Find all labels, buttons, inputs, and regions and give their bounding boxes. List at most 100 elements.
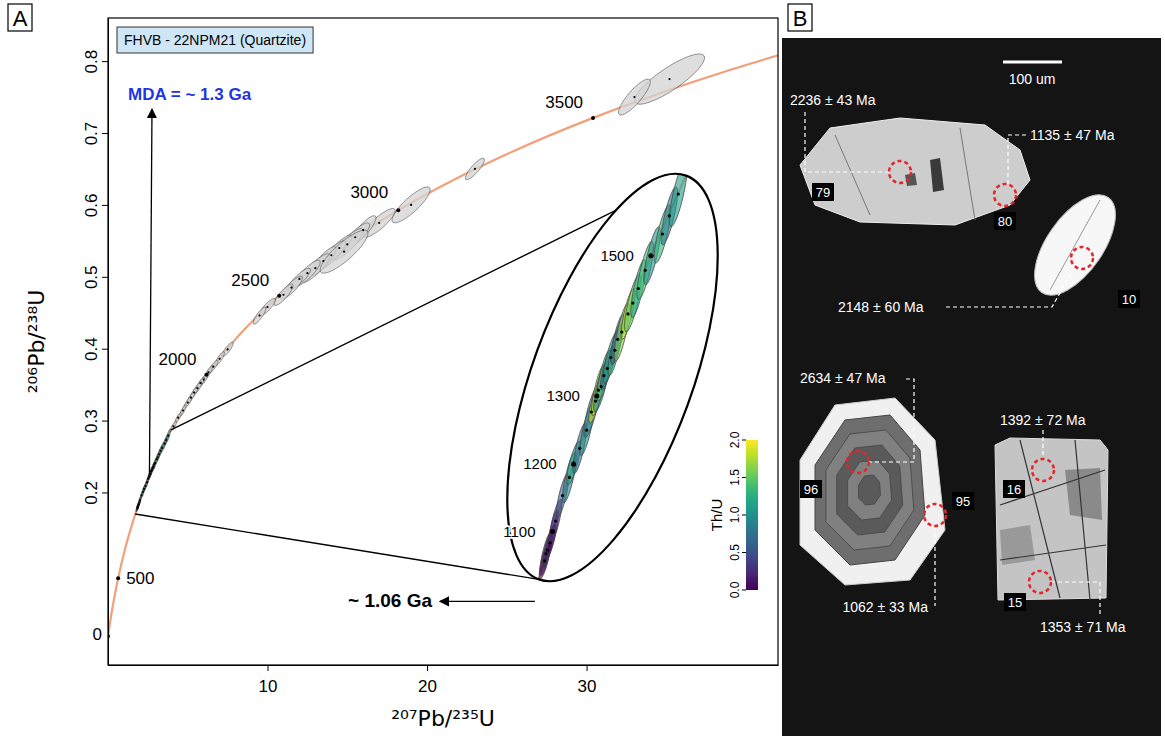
spot-number-box xyxy=(812,183,834,201)
concordia-age-mark xyxy=(277,294,281,298)
spot-number-box xyxy=(800,480,822,498)
inset-age-label: 1200 xyxy=(523,455,556,472)
y-tick-mark xyxy=(102,277,108,278)
spot-number: 95 xyxy=(956,494,970,509)
point-center xyxy=(219,358,221,360)
point-center xyxy=(354,236,356,238)
error-ellipse xyxy=(137,501,141,509)
leader-line xyxy=(946,268,1074,307)
spot-number-box xyxy=(1003,480,1025,498)
concordia-age-label: 500 xyxy=(126,569,154,588)
error-ellipse xyxy=(570,422,589,475)
point-center xyxy=(165,439,167,441)
error-ellipse xyxy=(740,0,786,60)
grain-zoning xyxy=(826,430,914,550)
colorbar-tick-label: 1.5 xyxy=(728,469,742,486)
grain-zoning xyxy=(848,460,892,520)
error-ellipse xyxy=(723,35,760,98)
point-center xyxy=(594,400,597,403)
point-center xyxy=(146,481,148,483)
point-center xyxy=(775,0,778,3)
point-center xyxy=(343,251,345,253)
error-ellipse xyxy=(186,391,196,404)
concordia-age-mark xyxy=(204,373,208,377)
error-ellipse xyxy=(703,75,740,131)
point-center xyxy=(196,387,198,389)
plot-frame xyxy=(108,18,778,665)
spot-age: 1392 ± 72 Ma xyxy=(1000,412,1086,428)
error-ellipse xyxy=(165,429,171,443)
zircon-grain xyxy=(800,398,945,585)
spot-number-box xyxy=(952,492,974,510)
y-tick-mark xyxy=(102,421,108,422)
point-center xyxy=(158,453,160,455)
point-center xyxy=(143,488,145,490)
panel-b: B100 um792236 ± 43 Ma801135 ± 47 Ma10214… xyxy=(782,4,1161,736)
inset-background xyxy=(464,148,762,607)
point-center xyxy=(561,494,564,497)
error-ellipse xyxy=(189,386,199,399)
x-tick-mark xyxy=(427,665,428,671)
point-center xyxy=(182,409,184,411)
point-center xyxy=(677,192,680,195)
error-ellipse xyxy=(591,360,612,413)
x-tick: 20 xyxy=(418,665,437,696)
panel-letter-text: A xyxy=(13,6,28,31)
point-center xyxy=(154,462,156,464)
panel-letter-box xyxy=(788,4,812,31)
point-center xyxy=(613,349,616,352)
point-center xyxy=(719,102,722,105)
point-center xyxy=(661,232,664,235)
error-ellipse xyxy=(153,457,158,469)
point-center xyxy=(212,366,214,368)
error-ellipse xyxy=(251,306,267,326)
plot-area xyxy=(108,18,778,638)
point-center xyxy=(633,96,635,98)
colorbar-tick xyxy=(742,440,746,441)
annotation: MDA = ~ 1.3 Ga xyxy=(128,85,252,104)
grain-core xyxy=(815,415,925,565)
point-center xyxy=(699,145,702,148)
analysis-spot xyxy=(1029,571,1051,593)
inset-age-mark xyxy=(550,529,555,534)
point-center xyxy=(138,501,140,503)
point-center xyxy=(338,247,340,249)
point-center xyxy=(600,385,603,388)
error-ellipse xyxy=(629,46,711,111)
panel-letter: A xyxy=(8,4,32,31)
point-center xyxy=(156,458,158,460)
grain-zoning xyxy=(837,445,903,535)
point-center xyxy=(187,402,189,404)
spot-age: 2236 ± 43 Ma xyxy=(790,92,876,108)
point-center xyxy=(474,168,476,170)
inset-plot-area xyxy=(418,0,1165,740)
scale-bar xyxy=(1003,61,1062,64)
y-tick-label: 0.4 xyxy=(82,337,101,361)
error-ellipse xyxy=(463,156,487,182)
y-tick: 0.7 xyxy=(82,122,108,146)
colorbar-tick xyxy=(742,515,746,516)
inset-age-mark xyxy=(594,394,599,399)
panel-letter-box xyxy=(8,4,32,31)
point-center xyxy=(330,254,332,256)
chart-title: FHVB - 22NPM21 (Quartzite) xyxy=(124,32,306,48)
point-center xyxy=(549,541,552,544)
spot-number: 16 xyxy=(1007,482,1021,497)
colorbar-tick-label: 0.0 xyxy=(728,581,742,598)
y-tick-mark xyxy=(102,61,108,62)
spot-number: 80 xyxy=(998,214,1012,229)
point-center xyxy=(266,306,268,308)
colorbar-tick-label: 2.0 xyxy=(728,431,742,448)
point-center xyxy=(606,367,609,370)
grain-crack xyxy=(835,128,975,220)
point-center xyxy=(177,417,179,419)
error-ellipse xyxy=(315,225,373,279)
leader-line xyxy=(869,379,914,462)
point-center xyxy=(199,382,201,384)
concordia-age-label: 0 xyxy=(93,625,102,644)
x-axis-title: ²⁰⁷Pb/²³⁵U xyxy=(391,706,495,731)
point-center xyxy=(578,447,581,450)
annotation-arrow xyxy=(149,109,152,476)
point-center xyxy=(378,222,380,224)
y-tick: 0.3 xyxy=(82,409,108,433)
